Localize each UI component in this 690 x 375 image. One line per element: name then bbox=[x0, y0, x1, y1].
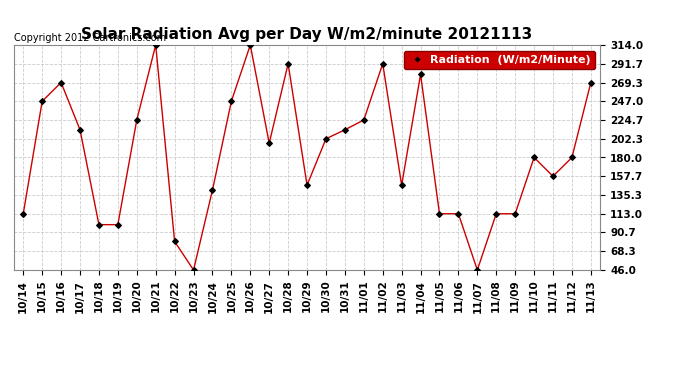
Point bbox=[37, 98, 48, 104]
Point bbox=[396, 182, 407, 188]
Point bbox=[283, 61, 294, 67]
Legend: Radiation  (W/m2/Minute): Radiation (W/m2/Minute) bbox=[404, 51, 595, 69]
Text: Copyright 2012 Cartronics.com: Copyright 2012 Cartronics.com bbox=[14, 33, 166, 43]
Point bbox=[131, 117, 142, 123]
Point bbox=[56, 80, 67, 86]
Point bbox=[529, 154, 540, 160]
Point bbox=[93, 222, 104, 228]
Point bbox=[453, 211, 464, 217]
Point bbox=[188, 267, 199, 273]
Point bbox=[358, 117, 369, 123]
Point bbox=[472, 267, 483, 273]
Title: Solar Radiation Avg per Day W/m2/minute 20121113: Solar Radiation Avg per Day W/m2/minute … bbox=[81, 27, 533, 42]
Point bbox=[226, 98, 237, 104]
Point bbox=[245, 42, 256, 48]
Point bbox=[491, 211, 502, 217]
Point bbox=[339, 127, 351, 133]
Point bbox=[377, 61, 388, 67]
Point bbox=[18, 211, 29, 217]
Point bbox=[75, 127, 86, 133]
Point bbox=[547, 173, 558, 179]
Point bbox=[207, 187, 218, 193]
Point bbox=[112, 222, 124, 228]
Point bbox=[510, 211, 521, 217]
Point bbox=[566, 154, 578, 160]
Point bbox=[150, 42, 161, 48]
Point bbox=[169, 238, 180, 244]
Point bbox=[302, 182, 313, 188]
Point bbox=[320, 136, 331, 142]
Point bbox=[415, 71, 426, 77]
Point bbox=[434, 211, 445, 217]
Point bbox=[585, 80, 596, 86]
Point bbox=[264, 140, 275, 146]
